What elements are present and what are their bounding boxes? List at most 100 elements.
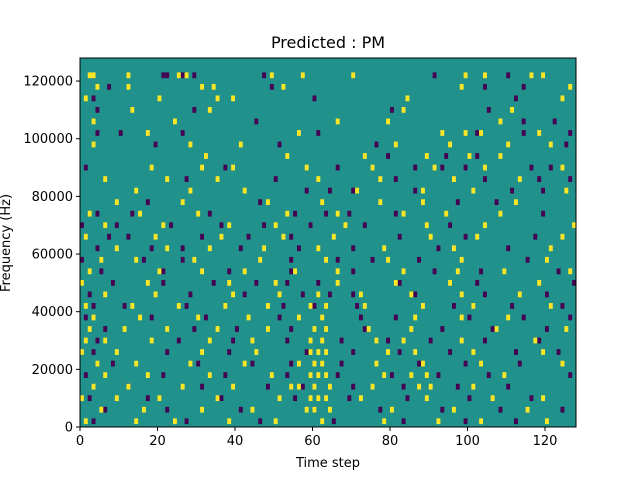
heatmap-cell-high bbox=[405, 95, 410, 102]
heatmap-cell-low bbox=[401, 418, 406, 425]
heatmap-cell-low bbox=[506, 383, 511, 390]
heatmap-cell-high bbox=[103, 337, 108, 344]
heatmap-cell-high bbox=[273, 222, 278, 229]
heatmap-cell-low bbox=[161, 268, 166, 275]
heatmap-cell-low bbox=[161, 72, 166, 79]
heatmap-cell-high bbox=[165, 326, 170, 332]
heatmap-cell-high bbox=[312, 326, 317, 332]
heatmap-cell-high bbox=[114, 349, 119, 355]
heatmap-cell-high bbox=[351, 72, 356, 79]
y-axis-ticks: 0 20000 40000 60000 80000 100000 120000 bbox=[23, 75, 80, 436]
heatmap-cell-high bbox=[188, 141, 193, 148]
heatmap-cell-low bbox=[111, 279, 115, 286]
heatmap-cell-low bbox=[545, 326, 549, 332]
heatmap-cell-low bbox=[238, 406, 243, 413]
heatmap-cell-low bbox=[223, 164, 228, 171]
heatmap-cell-low bbox=[564, 141, 569, 148]
heatmap-cell-high bbox=[324, 326, 329, 332]
heatmap-cell-high bbox=[103, 291, 108, 298]
heatmap-cell-high bbox=[285, 210, 290, 217]
y-tick-label: 60000 bbox=[32, 248, 73, 263]
heatmap-cell-low bbox=[196, 360, 201, 367]
heatmap-cell-high bbox=[525, 406, 530, 413]
heatmap-cell-high bbox=[471, 303, 476, 309]
heatmap-cell-low bbox=[289, 268, 294, 275]
heatmap-cell-high bbox=[560, 95, 565, 102]
heatmap-cell-low bbox=[455, 199, 460, 206]
heatmap-cell-high bbox=[467, 153, 472, 159]
x-tick-label: 40 bbox=[227, 434, 244, 449]
heatmap-cell-low bbox=[103, 326, 108, 332]
heatmap-cell-high bbox=[471, 187, 476, 194]
x-axis-ticks: 0 20 40 60 80 100 120 bbox=[76, 427, 557, 449]
heatmap-cell-high bbox=[231, 164, 236, 171]
heatmap-cell-low bbox=[455, 383, 460, 390]
heatmap-cell-high bbox=[308, 395, 313, 402]
chart-title: Predicted : PM bbox=[271, 33, 385, 52]
heatmap-cell-high bbox=[297, 314, 301, 321]
heatmap-cell-high bbox=[103, 222, 108, 229]
heatmap-cell-low bbox=[107, 233, 112, 240]
heatmap-cell-low bbox=[463, 233, 468, 240]
heatmap-cell-high bbox=[157, 268, 162, 275]
heatmap-cell-high bbox=[320, 418, 325, 425]
heatmap-cell-low bbox=[490, 326, 495, 332]
heatmap-cell-low bbox=[568, 314, 573, 321]
heatmap-cell-low bbox=[87, 291, 92, 298]
heatmap-cell-low bbox=[386, 153, 391, 159]
x-tick-label: 80 bbox=[382, 434, 399, 449]
heatmap-cell-high bbox=[114, 245, 119, 252]
heatmap-cell-high bbox=[83, 303, 88, 309]
heatmap-cell-low bbox=[397, 349, 402, 355]
heatmap-cell-high bbox=[266, 199, 270, 206]
heatmap-cell-low bbox=[339, 360, 344, 367]
heatmap-cell-high bbox=[312, 406, 317, 413]
heatmap-cell-high bbox=[277, 395, 282, 402]
heatmap-cell-low bbox=[83, 372, 88, 378]
heatmap-cell-high bbox=[483, 72, 487, 79]
heatmap-cell-high bbox=[494, 326, 499, 332]
y-tick-label: 120000 bbox=[23, 75, 73, 90]
heatmap-cell-low bbox=[80, 256, 84, 263]
heatmap-cell-low bbox=[568, 372, 573, 378]
heatmap-cell-low bbox=[184, 303, 189, 309]
heatmap-cell-low bbox=[184, 418, 189, 425]
x-tick-label: 100 bbox=[455, 434, 480, 449]
heatmap-cell-high bbox=[428, 383, 433, 390]
heatmap-cell-low bbox=[428, 337, 433, 344]
heatmap-cell-high bbox=[564, 326, 569, 332]
heatmap-cell-low bbox=[335, 164, 340, 171]
heatmap-cell-high bbox=[335, 268, 340, 275]
heatmap-cell-low bbox=[568, 130, 573, 136]
heatmap-cell-high bbox=[281, 83, 286, 90]
heatmap-cell-high bbox=[320, 314, 325, 321]
heatmap-cell-high bbox=[568, 268, 573, 275]
heatmap-cell-low bbox=[254, 118, 259, 125]
heatmap-cell-high bbox=[517, 291, 522, 298]
heatmap-cell-high bbox=[320, 337, 325, 344]
heatmap-cell-low bbox=[331, 418, 336, 425]
heatmap-cell-low bbox=[463, 418, 468, 425]
heatmap-cell-low bbox=[405, 395, 410, 402]
heatmap-cell-low bbox=[285, 279, 290, 286]
heatmap-cell-low bbox=[417, 360, 422, 367]
heatmap-cell-high bbox=[200, 349, 205, 355]
heatmap-cell-high bbox=[366, 326, 371, 332]
heatmap-cell-low bbox=[483, 337, 487, 344]
heatmap-cell-high bbox=[452, 245, 456, 252]
heatmap-cell-low bbox=[281, 303, 286, 309]
heatmap-cell-high bbox=[297, 383, 301, 390]
heatmap-cell-high bbox=[304, 406, 309, 413]
heatmap-cell-high bbox=[130, 107, 135, 113]
heatmap-cell-high bbox=[324, 303, 329, 309]
heatmap-cell-low bbox=[494, 199, 499, 206]
heatmap-cell-high bbox=[374, 337, 379, 344]
heatmap-cell-low bbox=[277, 141, 282, 148]
heatmap-cell-high bbox=[227, 418, 232, 425]
heatmap-cell-high bbox=[401, 210, 406, 217]
heatmap-cell-high bbox=[335, 118, 340, 125]
heatmap-cell-low bbox=[312, 303, 317, 309]
heatmap-cell-low bbox=[393, 176, 398, 182]
heatmap-cell-high bbox=[200, 83, 205, 90]
heatmap-cell-high bbox=[548, 303, 553, 309]
